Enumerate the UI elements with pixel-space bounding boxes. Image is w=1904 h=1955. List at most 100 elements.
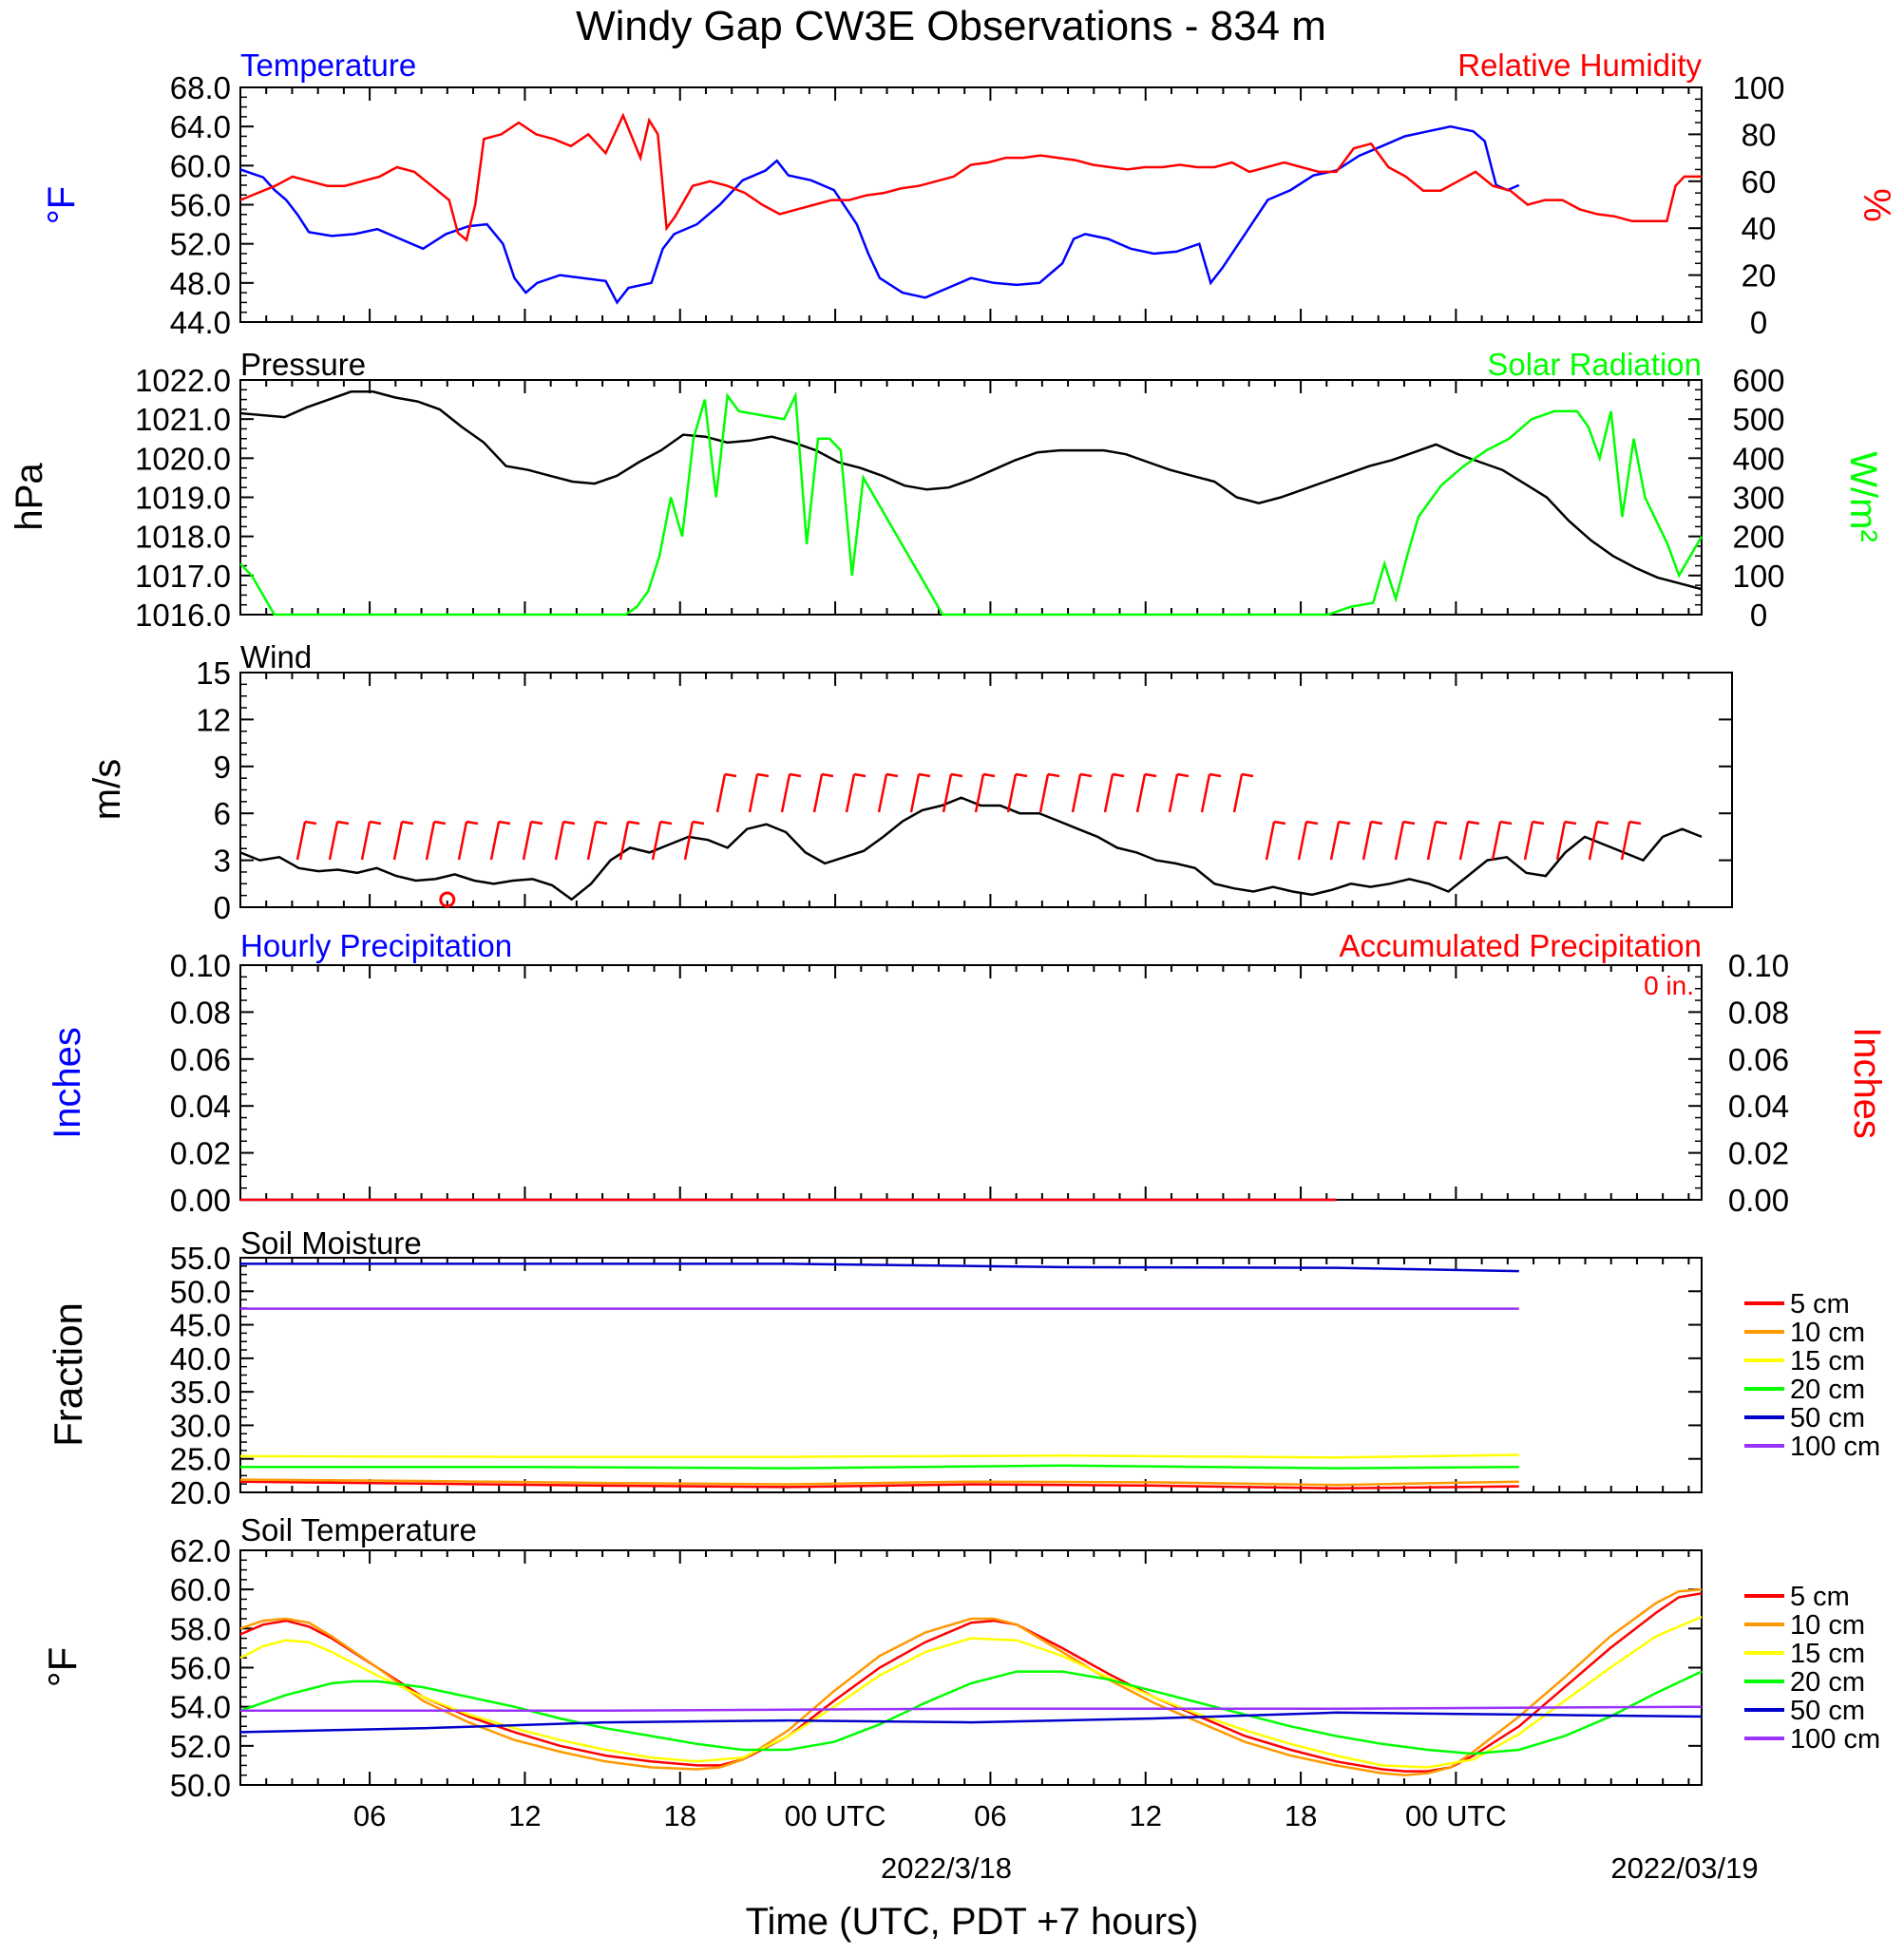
legend-label: 10 cm: [1790, 1318, 1865, 1348]
y2-tick-label: 20: [1742, 258, 1777, 294]
wind-barb-flag: [950, 772, 963, 778]
series-relative-humidity: [239, 112, 1702, 242]
legend-label: 15 cm: [1790, 1346, 1865, 1376]
temperature-unit: °F: [41, 186, 83, 224]
wind-barb-flag: [1370, 820, 1383, 826]
wind-barb-flag: [1015, 772, 1028, 778]
y-tick-label: 58.0: [170, 1611, 231, 1646]
wind-barb-flag: [401, 820, 414, 826]
humidity-title: Relative Humidity: [1457, 47, 1702, 83]
y-tick-label: 40.0: [170, 1341, 231, 1376]
wind-barb: [942, 773, 953, 813]
wind-barb-flag: [789, 772, 802, 778]
wind-barb: [1329, 821, 1341, 861]
wind-barb: [683, 821, 695, 861]
plot-frame: [239, 672, 1733, 908]
legend-label: 50 cm: [1790, 1403, 1865, 1433]
series-15-cm: [239, 1453, 1519, 1459]
soil-moisture-title: Soil Moisture: [240, 1225, 422, 1261]
x-tick-label: 06: [974, 1799, 1006, 1832]
wind-barb-flag: [336, 820, 350, 826]
y2-tick-label: 100: [1732, 559, 1784, 594]
y-tick-label: 1021.0: [135, 402, 231, 437]
wind-barb: [812, 773, 824, 813]
y-tick-label: 60.0: [170, 148, 231, 183]
wind-barb-flag: [885, 772, 899, 778]
wind-barb-flag: [982, 772, 996, 778]
wind-barb: [360, 821, 371, 861]
y-tick-label: 1020.0: [135, 441, 231, 476]
y2-tick-label: 0.04: [1728, 1089, 1789, 1124]
wind-barb-flag: [692, 820, 705, 826]
wind-barb-flag: [466, 820, 479, 826]
wind-barb-flag: [304, 820, 317, 826]
temperature-title: Temperature: [240, 47, 416, 83]
wind-barb: [392, 821, 404, 861]
series-20-cm: [240, 1464, 1519, 1470]
y2-tick-label: 0.10: [1728, 948, 1789, 983]
y-tick-label: 35.0: [170, 1375, 231, 1410]
wind-barb: [619, 821, 630, 861]
y-tick-label: 0.00: [170, 1183, 231, 1218]
wind-barb-flag: [627, 820, 640, 826]
y-tick-label: 62.0: [170, 1533, 231, 1568]
y-tick-label: 6: [214, 796, 231, 831]
wind-barb-flag: [1176, 772, 1190, 778]
pressure-title: Pressure: [240, 347, 366, 382]
y-tick-label: 1017.0: [135, 559, 231, 594]
wind-barb: [1265, 821, 1276, 861]
y-tick-label: 0.08: [170, 995, 231, 1030]
wind-barb: [1200, 773, 1211, 813]
calm-wind-marker: [439, 891, 456, 908]
series-20-cm: [239, 1670, 1703, 1756]
wind-barb: [974, 773, 985, 813]
panel-soil-moisture: Soil Moisture Fraction 55.050.045.040.03…: [46, 1225, 1880, 1510]
x-tick-label: 18: [1285, 1799, 1317, 1832]
wind-barb-flag: [530, 820, 543, 826]
y-tick-label: 54.0: [170, 1690, 231, 1725]
wind-barb: [1038, 773, 1050, 813]
wind-barb-flag: [595, 820, 608, 826]
accum-precip-title: Accumulated Precipitation: [1339, 928, 1702, 963]
series-5-cm: [239, 1480, 1519, 1490]
y-tick-label: 52.0: [170, 227, 231, 262]
y-tick-label: 0.02: [170, 1136, 231, 1171]
wind-barb: [1103, 773, 1114, 813]
wind-barb: [489, 821, 501, 861]
y2-tick-label: 0.02: [1728, 1136, 1789, 1171]
wind-barb: [1297, 821, 1308, 861]
y-tick-label: 60.0: [170, 1572, 231, 1607]
wind-barb: [1588, 821, 1599, 861]
y2-tick-label: 40: [1742, 211, 1777, 246]
wind-barb-flag: [756, 772, 770, 778]
y-tick-label: 52.0: [170, 1729, 231, 1764]
wind-barb-flag: [433, 820, 447, 826]
wind-barb: [1361, 821, 1373, 861]
date-label-2: 2022/03/19: [1610, 1851, 1758, 1885]
legend-label: 10 cm: [1790, 1610, 1865, 1641]
y2-tick-label: 500: [1732, 402, 1784, 437]
wind-barb-flag: [1628, 820, 1642, 826]
wind-barb: [586, 821, 598, 861]
y-tick-label: 50.0: [170, 1768, 231, 1803]
y-tick-label: 0.10: [170, 948, 231, 983]
wind-barb: [554, 821, 565, 861]
date-label-1: 2022/3/18: [881, 1851, 1012, 1885]
wind-barb-flag: [1532, 820, 1545, 826]
legend-label: 5 cm: [1790, 1289, 1850, 1319]
series-50-cm: [239, 1711, 1703, 1734]
y2-tick-label: 80: [1742, 117, 1777, 152]
wind-title: Wind: [240, 639, 312, 674]
soil-moisture-unit: Fraction: [46, 1302, 90, 1447]
series-50-cm: [240, 1262, 1519, 1273]
y-tick-label: 3: [214, 844, 231, 879]
wind-barb: [1394, 821, 1405, 861]
y2-tick-label: 200: [1732, 520, 1784, 555]
y2-tick-label: 600: [1732, 363, 1784, 398]
pressure-unit: hPa: [9, 463, 50, 531]
series-wind: [239, 796, 1703, 902]
x-tick-label: 18: [664, 1799, 696, 1832]
wind-barb-flag: [369, 820, 382, 826]
series-solar-radiation: [239, 390, 1704, 617]
